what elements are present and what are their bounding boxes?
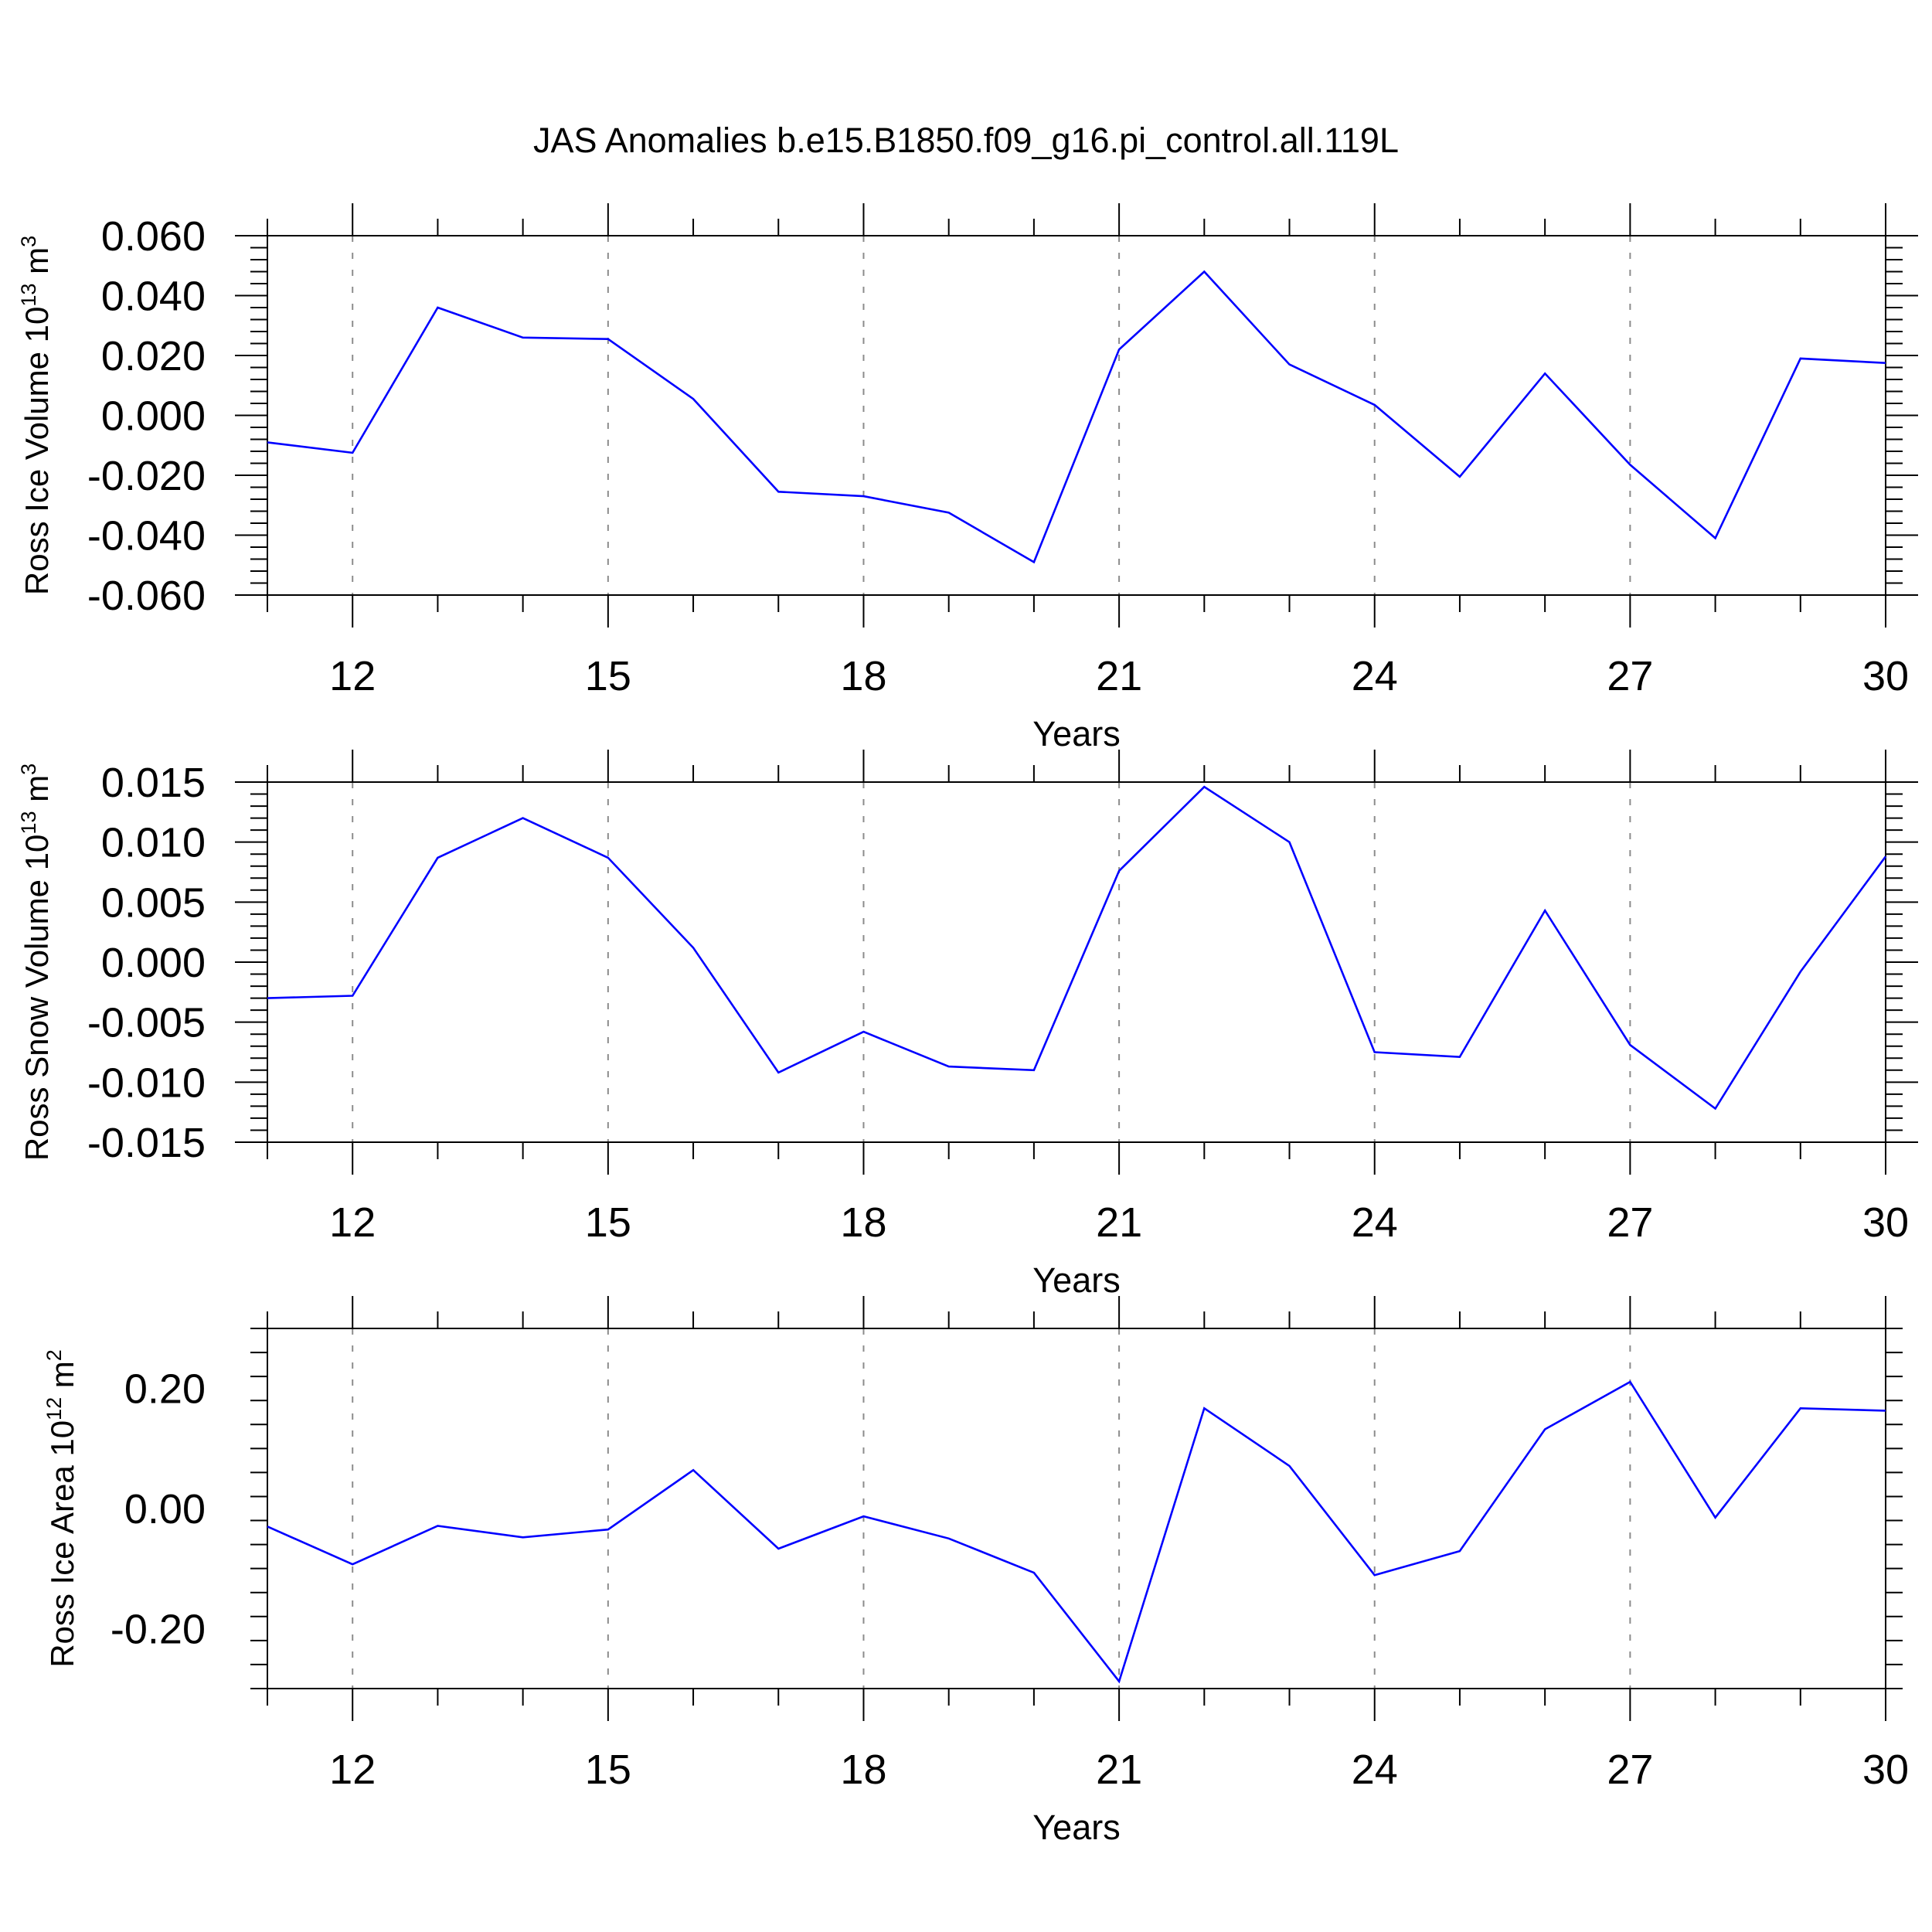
y-axis-label-superscript: 13 bbox=[17, 811, 40, 835]
x-tick-label: 24 bbox=[1352, 1199, 1398, 1246]
x-tick-label: 24 bbox=[1352, 1747, 1398, 1793]
x-tick-label: 30 bbox=[1862, 653, 1909, 699]
x-tick-label: 21 bbox=[1096, 1199, 1142, 1246]
x-axis-label: Years bbox=[1032, 714, 1120, 753]
y-tick-label: -0.015 bbox=[87, 1120, 206, 1166]
plot-frame bbox=[267, 235, 1886, 596]
x-tick-label: 12 bbox=[329, 1199, 376, 1246]
x-tick-label: 15 bbox=[585, 653, 631, 699]
y-axis-label: Ross Snow Volume 1013 m3 bbox=[17, 764, 55, 1161]
series-line bbox=[267, 785, 1887, 1111]
x-tick-label: 18 bbox=[840, 1199, 886, 1246]
x-tick-label: 27 bbox=[1607, 1199, 1653, 1246]
x-tick-label: 27 bbox=[1607, 653, 1653, 699]
y-axis-label-superscript: 2 bbox=[43, 1349, 66, 1361]
y-axis-label-superscript: 12 bbox=[43, 1397, 66, 1420]
y-tick-label: 0.00 bbox=[124, 1486, 206, 1532]
y-tick-label: 0.040 bbox=[101, 274, 206, 320]
plot-frame bbox=[267, 1328, 1886, 1689]
y-axis-label-text: Ross Ice Volume 10 bbox=[19, 307, 55, 596]
x-tick-label: 12 bbox=[329, 653, 376, 699]
panel-ice-volume: 12 15 18 21 24 27 30 0.060 0.040 0.020 0.000 -0.020… bbox=[17, 203, 1918, 753]
y-tick-label: 0.010 bbox=[101, 820, 206, 866]
series-line bbox=[267, 1380, 1886, 1684]
y-axis-label-superscript: 3 bbox=[17, 764, 40, 775]
x-tick-label: 30 bbox=[1862, 1747, 1909, 1793]
x-tick-label: 15 bbox=[585, 1747, 631, 1793]
y-tick-label: -0.060 bbox=[87, 573, 206, 619]
y-axis-label-text: Ross Snow Volume 10 bbox=[19, 835, 55, 1162]
y-axis-label: Ross Ice Volume 1013 m3 bbox=[17, 236, 55, 595]
y-tick-label: -0.040 bbox=[87, 513, 206, 560]
y-tick-label: -0.20 bbox=[111, 1606, 206, 1652]
x-tick-label: 18 bbox=[840, 653, 886, 699]
x-tick-label: 15 bbox=[585, 1199, 631, 1246]
y-axis-label-text: m bbox=[44, 1361, 80, 1397]
y-tick-label: 0.20 bbox=[124, 1366, 206, 1413]
x-axis-label: Years bbox=[1032, 1260, 1120, 1300]
x-tick-label: 21 bbox=[1096, 653, 1142, 699]
plot-frame bbox=[267, 781, 1886, 1143]
x-axis-label: Years bbox=[1032, 1808, 1120, 1847]
y-tick-label: -0.020 bbox=[87, 453, 206, 499]
y-axis-label-text: m bbox=[19, 775, 55, 811]
y-tick-label: 0.020 bbox=[101, 333, 206, 379]
y-axis-label-superscript: 3 bbox=[17, 236, 40, 247]
y-axis-label-text: m bbox=[19, 247, 55, 284]
y-tick-label: 0.015 bbox=[101, 760, 206, 806]
series-line bbox=[267, 270, 1886, 564]
x-tick-label: 27 bbox=[1607, 1747, 1653, 1793]
y-tick-label: -0.005 bbox=[87, 1000, 206, 1046]
y-tick-label: 0.005 bbox=[101, 879, 206, 926]
x-tick-label: 18 bbox=[840, 1747, 886, 1793]
y-axis-label-text: Ross Ice Area 10 bbox=[44, 1420, 80, 1668]
figure-title: JAS Anomalies b.e15.B1850.f09_g16.pi_con… bbox=[533, 121, 1399, 160]
y-tick-label: 0.060 bbox=[101, 213, 206, 260]
x-tick-label: 24 bbox=[1352, 653, 1398, 699]
x-tick-label: 21 bbox=[1096, 1747, 1142, 1793]
y-axis-label: Ross Ice Area 1012 m2 bbox=[43, 1349, 80, 1668]
y-tick-label: -0.010 bbox=[87, 1060, 206, 1106]
x-tick-label: 12 bbox=[329, 1747, 376, 1793]
y-tick-label: 0.000 bbox=[101, 940, 206, 986]
y-tick-label: 0.000 bbox=[101, 393, 206, 440]
x-tick-label: 30 bbox=[1862, 1199, 1909, 1246]
panel-ice-area: 12 15 18 21 24 27 30 0.20 0.00 -0.20 Years Ross Ice… bbox=[43, 1296, 1909, 1847]
y-axis-label-superscript: 13 bbox=[17, 284, 40, 307]
panel-snow-volume: 12 15 18 21 24 27 30 0.015 0.010 0.005 0.000 -0.005… bbox=[17, 750, 1918, 1300]
